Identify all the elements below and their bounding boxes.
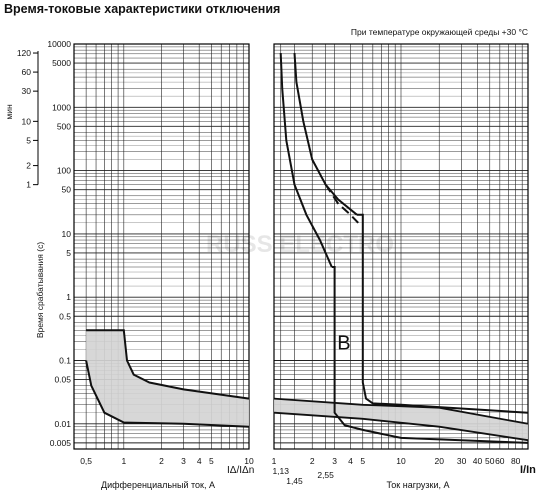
seconds-tick-label: 10000 <box>47 39 71 49</box>
breaker-x-tick-label: 3 <box>332 456 337 466</box>
seconds-tick-label: 0.5 <box>59 311 71 321</box>
seconds-tick-label: 0.1 <box>59 356 71 366</box>
minutes-tick-label: 10 <box>22 116 32 126</box>
breaker-x-tick-label: 60 <box>495 456 505 466</box>
thermal-curve-dashed <box>324 184 359 224</box>
seconds-tick-label: 1000 <box>52 102 71 112</box>
rcd-x-tick-label: 4 <box>197 456 202 466</box>
minutes-tick-label: 1 <box>26 180 31 190</box>
watermark: RUSS ELECTRO <box>206 231 394 258</box>
curve-label-b: B <box>337 332 350 354</box>
breaker-x-tick-extra: 1,13 <box>272 466 289 476</box>
minutes-scale: 120 60 30 10 5 2 1 <box>17 48 39 190</box>
seconds-tick-label: 100 <box>57 166 71 176</box>
rcd-tolerance-band <box>86 330 249 427</box>
breaker-x-tick-extra: 1,45 <box>286 476 303 486</box>
plot-frame <box>73 43 250 450</box>
rcd-x-tick-label: 1 <box>121 456 126 466</box>
seconds-scale: 10000 5000 1000 500 100 50 10 5 1 0.5 0.1 0.05 0.01 0… <box>47 39 71 448</box>
seconds-tick-label: 5000 <box>52 58 71 68</box>
rcd-x-tick-label: 0,5 <box>80 456 92 466</box>
page-title: Время-токовые характеристики отключения <box>4 2 280 16</box>
seconds-tick-label: 10 <box>62 229 72 239</box>
minutes-tick-label: 60 <box>22 67 32 77</box>
magnetic-curve-low <box>331 266 529 444</box>
rcd-lower-curve <box>85 360 250 428</box>
breaker-panel: B 2 3 4 5 10 20 30 40 50 60 80 1,131,45 2,55 1 I/In <box>272 43 536 486</box>
rcd-x-tick-label: 3 <box>181 456 186 466</box>
breaker-x-tick-label: 10 <box>396 456 406 466</box>
breaker-x-tick-label: 40 <box>473 456 483 466</box>
seconds-tick-label: 50 <box>62 185 72 195</box>
thermal-curve-hot <box>293 52 358 216</box>
breaker-x-tick-extra: 2,55 <box>317 470 334 480</box>
breaker-axis-symbol: I/In <box>520 464 536 476</box>
minutes-label: мин <box>4 104 14 120</box>
breaker-x-tick-label: 50 <box>485 456 495 466</box>
magnetic-curve-high <box>357 213 529 414</box>
seconds-axis-label: Время срабатывания (с) <box>35 242 45 338</box>
seconds-tick-label: 1 <box>66 292 71 302</box>
seconds-tick-label: 5 <box>66 248 71 258</box>
ambient-note: При температуре окружающей среды +30 °C <box>351 27 528 37</box>
breaker-x-tick-label: 1 <box>272 456 277 466</box>
breaker-x-tick-label: 5 <box>360 456 365 466</box>
minutes-tick-label: 5 <box>26 135 31 145</box>
seconds-tick-label: 0.01 <box>54 419 71 429</box>
rcd-x-tick-label: 10 <box>244 456 254 466</box>
plot-frame <box>273 43 529 450</box>
breaker-x-tick-label: 20 <box>434 456 444 466</box>
seconds-tick-label: 0.05 <box>54 375 71 385</box>
breaker-x-tick-label: 4 <box>348 456 353 466</box>
rcd-axis-symbol: IΔ/IΔn <box>227 465 254 476</box>
breaker-band-upper <box>273 397 529 425</box>
thermal-curve-cold <box>279 52 333 268</box>
breaker-band-lower <box>273 411 529 442</box>
breaker-x-axis-label: Ток нагрузки, А <box>387 480 450 490</box>
seconds-tick-label: 500 <box>57 121 71 131</box>
minutes-tick-label: 30 <box>22 86 32 96</box>
rcd-upper-curve <box>86 329 250 400</box>
rcd-x-tick-label: 2 <box>159 456 164 466</box>
breaker-x-tick-label: 2 <box>310 456 315 466</box>
seconds-tick-label: 0.005 <box>50 438 72 448</box>
minutes-tick-label: 120 <box>17 48 31 58</box>
rcd-x-tick-label: 5 <box>209 456 214 466</box>
breaker-x-tick-label: 80 <box>511 456 521 466</box>
minutes-tick-label: 2 <box>26 161 31 171</box>
breaker-x-tick-label: 30 <box>457 456 467 466</box>
rcd-x-axis-label: Дифференциальный ток, А <box>101 480 215 490</box>
